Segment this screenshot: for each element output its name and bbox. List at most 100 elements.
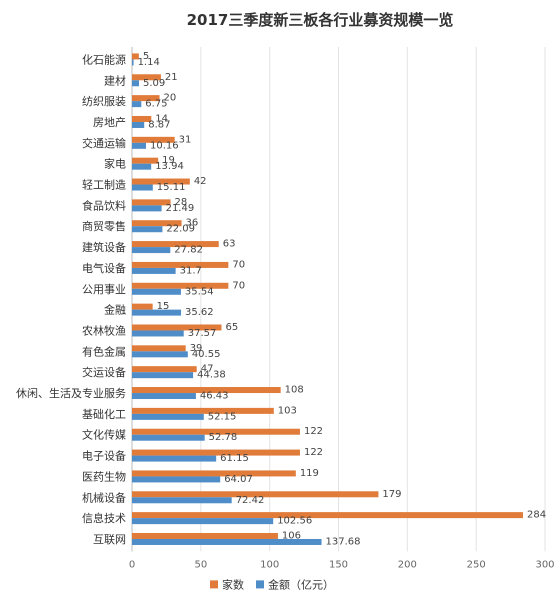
- bar-amount: [132, 393, 196, 400]
- bar-amount: [132, 518, 274, 525]
- data-label-count: 31: [179, 134, 192, 145]
- category-label: 商贸零售: [82, 219, 126, 233]
- bar-amount: [132, 247, 171, 254]
- data-label-count: 28: [175, 197, 188, 208]
- data-label-amount: 64.07: [224, 474, 253, 485]
- data-label-amount: 44.38: [197, 370, 226, 381]
- data-label-amount: 61.15: [220, 453, 249, 464]
- data-label-amount: 35.62: [185, 307, 214, 318]
- bar-count: [132, 345, 186, 352]
- category-label: 机械设备: [82, 490, 126, 504]
- bar-amount: [132, 455, 217, 462]
- bar-count: [132, 512, 523, 519]
- category-label: 轻工制造: [82, 178, 126, 192]
- legend-swatch: [256, 580, 264, 589]
- bar-count: [132, 53, 139, 60]
- x-tick-label: 300: [535, 559, 554, 570]
- bar-count: [132, 532, 278, 539]
- bar-amount: [132, 288, 181, 295]
- gridlines: [131, 47, 546, 552]
- bar-amount: [132, 413, 204, 420]
- x-tick-label: 0: [129, 559, 135, 570]
- data-label-count: 14: [155, 113, 168, 124]
- data-label-count: 65: [225, 322, 238, 333]
- data-label-amount: 5.09: [143, 78, 165, 89]
- data-label-count: 103: [278, 405, 297, 416]
- data-label-amount: 46.43: [200, 391, 229, 402]
- data-label-count: 5: [143, 51, 149, 62]
- bar-amount: [132, 434, 205, 441]
- bar-amount: [132, 121, 145, 128]
- legend-label: 家数: [222, 577, 244, 591]
- data-label-amount: 52.15: [208, 411, 237, 422]
- bar-amount: [132, 538, 322, 545]
- bar-amount: [132, 351, 188, 358]
- bar-count: [132, 428, 300, 435]
- data-label-count: 122: [304, 447, 323, 458]
- data-label-amount: 15.11: [157, 182, 186, 193]
- data-label-count: 36: [186, 218, 199, 229]
- bar-count: [132, 157, 159, 164]
- x-tick-label: 150: [329, 559, 348, 570]
- data-label-count: 42: [194, 176, 207, 187]
- data-label-amount: 21.49: [166, 203, 195, 214]
- data-label-count: 19: [162, 155, 175, 166]
- bar-count: [132, 366, 197, 373]
- category-label: 建筑设备: [82, 240, 126, 254]
- x-tick-label: 250: [467, 559, 486, 570]
- data-label-amount: 1.14: [138, 57, 160, 68]
- chart-title: 2017三季度新三板各行业募资规模一览: [187, 11, 454, 29]
- data-label-count: 63: [223, 239, 236, 250]
- bar-amount: [132, 476, 221, 483]
- category-label: 化石能源: [82, 52, 126, 66]
- data-label-count: 70: [232, 259, 245, 270]
- data-label-count: 39: [190, 343, 203, 354]
- legend: 家数 金额（亿元）: [210, 577, 334, 591]
- bar-amount: [132, 59, 134, 66]
- data-label-count: 122: [304, 426, 323, 437]
- bar-count: [132, 282, 229, 289]
- bar-count: [132, 199, 171, 206]
- x-tick-label: 100: [260, 559, 279, 570]
- bar-count: [132, 491, 379, 498]
- category-label: 家电: [104, 157, 126, 171]
- bar-amount: [132, 184, 153, 191]
- data-label-amount: 37.57: [188, 328, 217, 339]
- bar-amount: [132, 309, 182, 316]
- category-label: 农林牧渔: [82, 323, 126, 337]
- category-label: 医药生物: [82, 469, 126, 483]
- data-label-count: 20: [164, 93, 177, 104]
- category-labels: 化石能源建材纺织服装房地产交通运输家电轻工制造食品饮料商贸零售建筑设备电气设备公…: [16, 52, 126, 546]
- category-label: 有色金属: [82, 344, 126, 358]
- data-label-amount: 35.54: [185, 286, 214, 297]
- bar-amount: [132, 497, 232, 504]
- x-tick-label: 200: [398, 559, 417, 570]
- category-label: 建材: [104, 73, 126, 87]
- data-label-count: 108: [285, 385, 304, 396]
- bar-amount: [132, 80, 140, 87]
- data-label-count: 119: [300, 468, 319, 479]
- bar-count: [132, 74, 161, 81]
- legend-swatch: [210, 580, 218, 589]
- bar-count: [132, 178, 190, 185]
- x-axis-ticks: 0 50 100 150 200 250 300: [129, 559, 555, 570]
- bar-count: [132, 241, 219, 248]
- category-label: 信息技术: [82, 511, 126, 525]
- data-label-amount: 31.7: [180, 265, 202, 276]
- data-label-amount: 72.42: [236, 495, 265, 506]
- data-label-count: 284: [527, 510, 546, 521]
- bar-count: [132, 136, 175, 143]
- data-label-amount: 27.82: [174, 245, 203, 256]
- category-label: 基础化工: [82, 407, 126, 421]
- data-label-amount: 52.78: [209, 432, 238, 443]
- data-label-amount: 8.87: [148, 119, 170, 130]
- bar-amount: [132, 142, 146, 149]
- category-label: 电气设备: [82, 261, 126, 275]
- bar-amount: [132, 101, 142, 108]
- data-label-amount: 22.09: [166, 224, 195, 235]
- category-label: 电子设备: [82, 449, 126, 463]
- bar-count: [132, 387, 281, 394]
- bar-count: [132, 449, 300, 456]
